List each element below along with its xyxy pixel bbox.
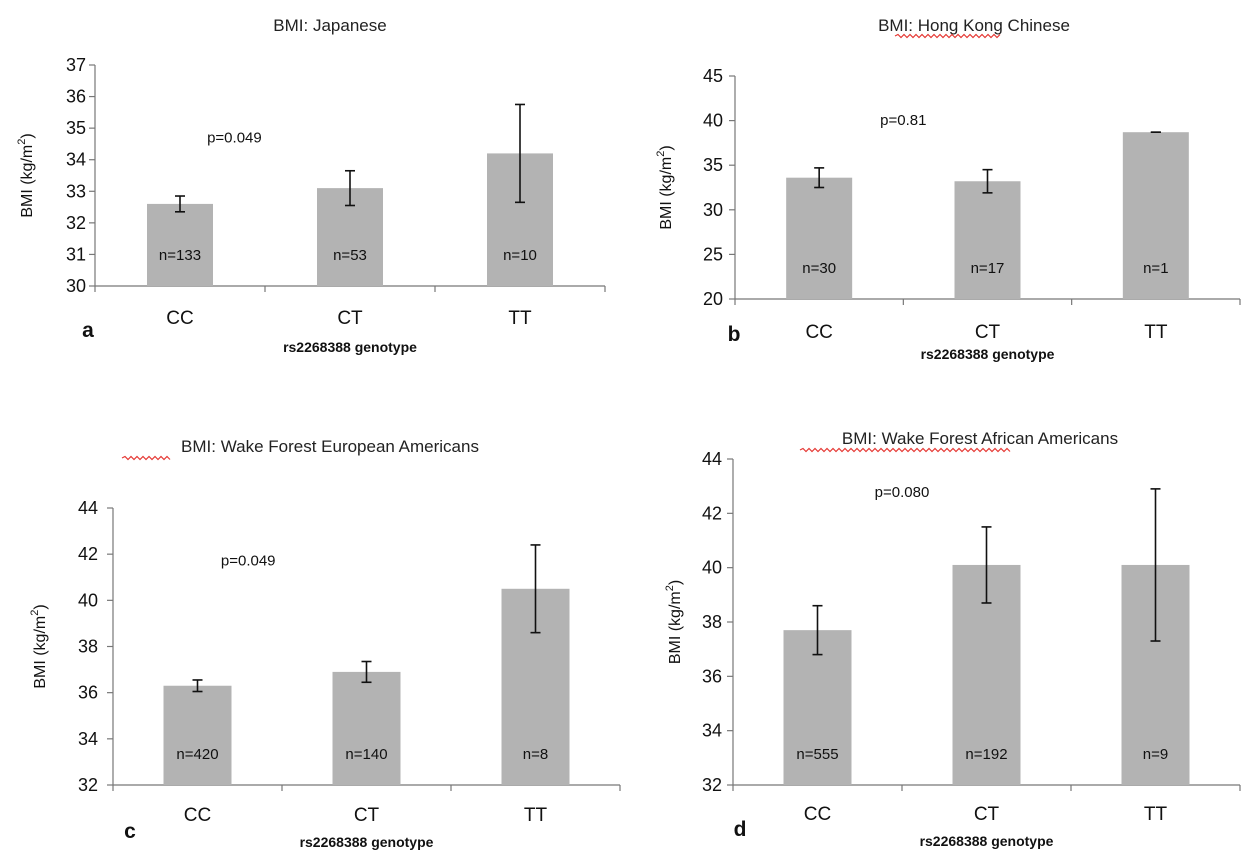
- n-label: n=133: [159, 247, 201, 264]
- x-tick-label: TT: [1144, 804, 1168, 825]
- y-tick-label: 35: [66, 118, 86, 138]
- spellcheck-underline-0: [799, 447, 1011, 453]
- y-tick-label: 32: [66, 213, 86, 233]
- x-tick-label: CT: [337, 308, 363, 329]
- panel-letter: a: [82, 319, 94, 342]
- panel-letter: b: [728, 323, 741, 346]
- y-tick-label: 32: [702, 775, 722, 795]
- p-value-annotation: p=0.81: [880, 112, 926, 129]
- y-tick-label: 37: [66, 55, 86, 75]
- n-label: n=192: [965, 746, 1007, 763]
- chart-panel-c: BMI: Wake Forest European Americans 32 34 3…: [29, 437, 621, 850]
- chart-panel-d: BMI: Wake Forest African Americans 32 34 36…: [664, 429, 1241, 849]
- y-axis-label: BMI (kg/m2): [29, 604, 49, 688]
- y-tick-label: 33: [66, 181, 86, 201]
- y-tick-label: 30: [66, 276, 86, 296]
- x-tick-label: CC: [804, 804, 831, 825]
- spellcheck-underline-0: [121, 455, 171, 461]
- x-tick-label: CC: [184, 805, 211, 826]
- bar-TT: [1122, 132, 1189, 299]
- p-value-annotation: p=0.080: [875, 484, 930, 501]
- chart-title: BMI: Japanese: [273, 16, 386, 35]
- y-axis-label: BMI (kg/m2): [16, 133, 36, 217]
- x-tick-label: CT: [974, 804, 1000, 825]
- bar-CC: [783, 630, 852, 785]
- y-tick-label: 36: [66, 87, 86, 107]
- x-tick-label: TT: [1144, 322, 1168, 343]
- x-tick-label: CC: [166, 308, 193, 329]
- x-axis-label: rs2268388 genotype: [921, 346, 1055, 362]
- y-tick-label: 32: [78, 775, 98, 795]
- bar-CC: [163, 685, 232, 785]
- spellcheck-underline-0: [894, 33, 1001, 39]
- y-tick-label: 40: [78, 590, 98, 610]
- x-tick-label: CT: [975, 322, 1001, 343]
- n-label: n=53: [333, 247, 367, 264]
- x-axis-label: rs2268388 genotype: [283, 339, 417, 355]
- x-tick-label: TT: [524, 805, 548, 826]
- x-axis-label: rs2268388 genotype: [920, 833, 1054, 849]
- n-label: n=420: [176, 746, 218, 763]
- bar-CC: [786, 177, 853, 299]
- y-tick-label: 20: [703, 289, 723, 309]
- chart-panel-b: BMI: Hong Kong Chinese 20 25 30 35 40 45 BMI (k…: [655, 16, 1241, 362]
- n-label: n=17: [971, 260, 1005, 277]
- x-axis-label: rs2268388 genotype: [300, 834, 434, 850]
- bar-CC: [147, 203, 213, 286]
- n-label: n=8: [523, 746, 548, 763]
- y-tick-label: 34: [66, 150, 86, 170]
- y-tick-label: 40: [702, 558, 722, 578]
- panel-letter: c: [124, 820, 136, 843]
- y-tick-label: 34: [702, 721, 722, 741]
- y-tick-label: 38: [78, 637, 98, 657]
- panel-letter: d: [734, 818, 747, 841]
- y-tick-label: 38: [702, 612, 722, 632]
- y-tick-label: 25: [703, 244, 723, 264]
- chart-title: BMI: Wake Forest European Americans: [181, 437, 479, 456]
- x-tick-label: CT: [354, 805, 380, 826]
- chart-title: BMI: Hong Kong Chinese: [878, 16, 1070, 35]
- p-value-annotation: p=0.049: [207, 129, 262, 146]
- n-label: n=9: [1143, 746, 1168, 763]
- p-value-annotation: p=0.049: [221, 553, 276, 570]
- x-tick-label: TT: [508, 308, 532, 329]
- y-axis-label: BMI (kg/m2): [664, 580, 684, 664]
- y-tick-label: 42: [702, 503, 722, 523]
- y-tick-label: 36: [78, 683, 98, 703]
- y-tick-label: 30: [703, 200, 723, 220]
- n-label: n=30: [802, 260, 836, 277]
- n-label: n=555: [796, 746, 838, 763]
- bar-CT: [332, 671, 401, 785]
- y-tick-label: 44: [78, 498, 98, 518]
- chart-title: BMI: Wake Forest African Americans: [842, 429, 1118, 448]
- y-tick-label: 36: [702, 666, 722, 686]
- y-tick-label: 40: [703, 111, 723, 131]
- y-axis-label: BMI (kg/m2): [655, 145, 675, 229]
- y-tick-label: 31: [66, 244, 86, 264]
- bar-CT: [954, 181, 1021, 299]
- y-tick-label: 34: [78, 729, 98, 749]
- n-label: n=10: [503, 247, 537, 264]
- y-tick-label: 45: [703, 66, 723, 86]
- x-tick-label: CC: [805, 322, 832, 343]
- y-tick-label: 42: [78, 544, 98, 564]
- chart-panel-a: BMI: Japanese 30 31 32 33 34 35 36 37 BMI (kg/m2)…: [16, 16, 606, 355]
- y-tick-label: 35: [703, 155, 723, 175]
- y-tick-label: 44: [702, 449, 722, 469]
- n-label: n=140: [345, 746, 387, 763]
- n-label: n=1: [1143, 260, 1168, 277]
